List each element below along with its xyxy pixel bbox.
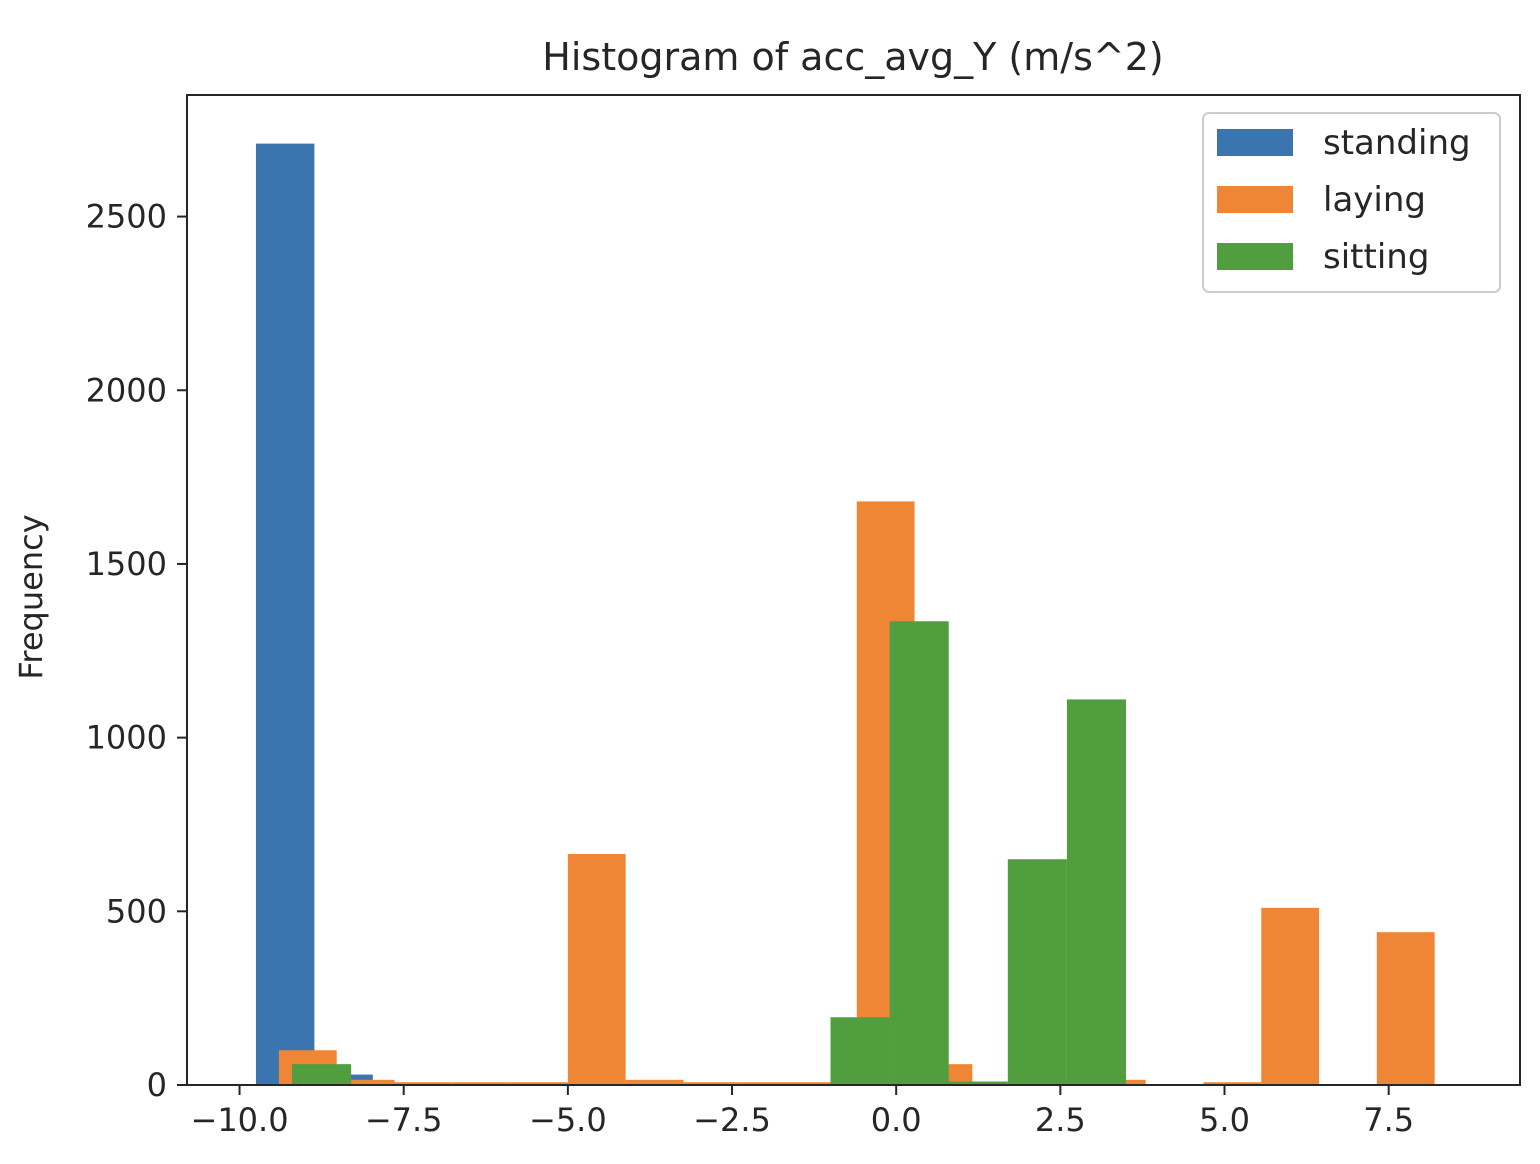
- bar-sitting-4: [1007, 859, 1067, 1085]
- bar-sitting-1: [830, 1017, 890, 1085]
- legend-swatch-laying: [1217, 186, 1293, 213]
- x-tick-label: 0.0: [871, 1101, 922, 1139]
- legend-swatch-standing: [1217, 129, 1293, 156]
- bar-sitting-0: [292, 1064, 352, 1085]
- bar-laying-6: [625, 1079, 684, 1085]
- bar-laying-5: [567, 854, 626, 1085]
- x-tick-label: −5.0: [529, 1101, 607, 1139]
- y-axis-ticks: 0 500 1000 1500 2000 2500: [86, 198, 187, 1104]
- bar-sitting-5: [1066, 699, 1127, 1085]
- x-tick-label: −2.5: [693, 1101, 771, 1139]
- y-tick-label: 2500: [86, 198, 167, 236]
- bar-laying-19: [1376, 932, 1435, 1085]
- bar-laying-17: [1261, 907, 1320, 1085]
- chart-title: Histogram of acc_avg_Y (m/s^2): [542, 35, 1163, 79]
- legend-label-laying: laying: [1323, 180, 1426, 220]
- bar-laying-1: [336, 1079, 395, 1085]
- bar-laying-2: [394, 1082, 453, 1085]
- y-tick-label: 500: [106, 892, 167, 930]
- bar-laying-7: [683, 1082, 742, 1085]
- x-tick-label: 7.5: [1363, 1101, 1414, 1139]
- legend-swatch-sitting: [1217, 243, 1293, 270]
- bar-standing-0: [255, 143, 315, 1085]
- plot-frame: [186, 94, 1521, 1086]
- bar-sitting-2: [889, 621, 949, 1085]
- x-axis-ticks: −10.0 −7.5 −5.0 −2.5 0.0 2.5 5.0 7.5: [191, 1085, 1414, 1139]
- bars-layer: [255, 143, 1435, 1086]
- bar-laying-3: [452, 1082, 511, 1085]
- x-tick-label: −7.5: [365, 1101, 443, 1139]
- legend: standing laying sitting: [1202, 112, 1501, 293]
- legend-label-sitting: sitting: [1323, 237, 1429, 277]
- x-tick-label: 5.0: [1199, 1101, 1250, 1139]
- x-tick-label: −10.0: [191, 1101, 289, 1139]
- bar-laying-4: [510, 1082, 568, 1085]
- y-tick-label: 1500: [86, 545, 167, 583]
- bar-laying-8: [741, 1082, 799, 1085]
- x-tick-label: 2.5: [1035, 1101, 1086, 1139]
- y-axis-label: Frequency: [12, 514, 50, 679]
- y-tick-label: 2000: [86, 371, 167, 409]
- y-tick-label: 1000: [86, 719, 167, 757]
- legend-label-standing: standing: [1323, 123, 1471, 163]
- bar-sitting-3: [948, 1081, 1008, 1085]
- bar-laying-16: [1203, 1082, 1262, 1085]
- bar-laying-9: [798, 1082, 857, 1085]
- y-tick-label: 0: [147, 1066, 167, 1104]
